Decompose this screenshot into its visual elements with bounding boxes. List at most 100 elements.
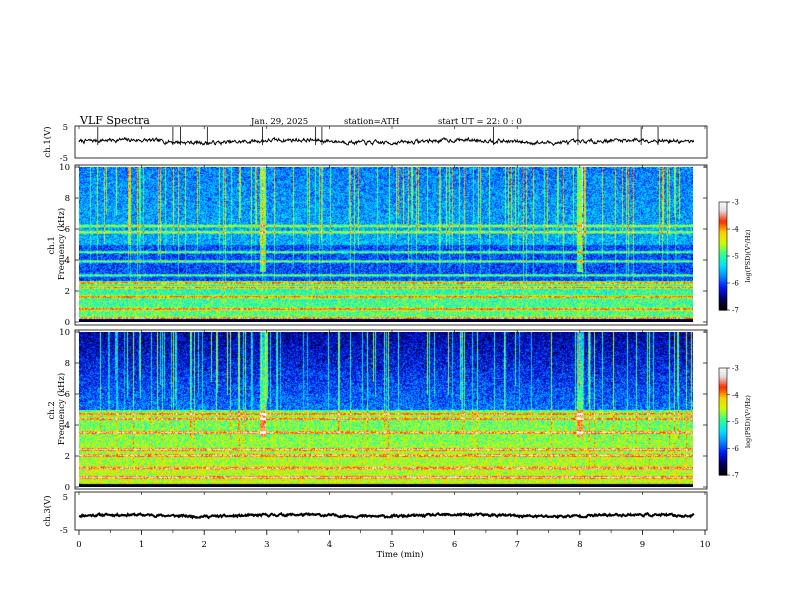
colorbar-segment <box>719 407 727 410</box>
colorbar-segment <box>719 241 727 244</box>
x-tick-label: 5 <box>389 540 394 550</box>
colorbar-tick-label: -7 <box>732 472 739 480</box>
colorbar-segment <box>719 473 727 476</box>
colorbar-segment <box>719 261 727 264</box>
colorbar-segment <box>719 248 727 252</box>
colorbar-segment <box>719 275 727 279</box>
colorbar-segment <box>719 221 727 225</box>
colorbar-segment <box>719 410 727 414</box>
ch1-ylabel-line1: ch.1 <box>47 236 57 254</box>
colorbar-segment <box>719 236 727 239</box>
colorbar-segment <box>719 283 727 286</box>
x-tick-label: 3 <box>264 540 269 550</box>
x-tick-label: 0 <box>76 540 81 550</box>
colorbar-tick-label: -3 <box>732 199 739 207</box>
colorbar-segment <box>719 234 727 237</box>
colorbar-segment <box>719 211 727 214</box>
colorbar-segment <box>719 243 727 246</box>
ch2-colorbar: -3 -4 -5 -6 -7 log(PSD)(V²/Hz) <box>718 365 752 480</box>
colorbar-segment <box>719 400 727 403</box>
ch2-ylabel-line1: ch.2 <box>47 401 57 419</box>
colorbar-segment <box>719 448 727 451</box>
colorbar-segment <box>719 290 727 293</box>
colorbar-segment <box>719 266 727 270</box>
ch1-colorbar: -3 -4 -5 -6 -7 log(PSD)(V²/Hz) <box>718 199 752 315</box>
x-tick-label: 7 <box>514 540 519 550</box>
colorbar-segment <box>719 451 727 455</box>
colorbar-segment <box>719 288 727 291</box>
colorbar-segment <box>719 455 727 458</box>
x-tick-label: 8 <box>577 540 582 550</box>
ch2-ylabel-line2: Frequency (kHz) <box>56 373 67 445</box>
colorbar-tick-label: -7 <box>732 307 739 315</box>
station-label: station=ATH <box>344 117 399 127</box>
freq-tick-label: 8 <box>65 359 70 369</box>
colorbar-segment <box>719 368 727 371</box>
colorbar-segment <box>719 259 727 262</box>
freq-tick-label: 8 <box>65 194 70 204</box>
ch3-ytick-top: 5 <box>63 493 68 503</box>
colorbar-segment <box>719 466 727 469</box>
colorbar-segment <box>719 292 727 295</box>
colorbar-segment <box>719 220 727 223</box>
colorbar-label: log(PSD)(V²/Hz) <box>744 395 752 448</box>
colorbar-segment <box>719 382 727 385</box>
colorbar-segment <box>719 274 727 277</box>
colorbar-segment <box>719 419 727 423</box>
freq-tick-label: 0 <box>65 318 70 328</box>
colorbar-segment <box>719 398 727 401</box>
colorbar-segment <box>719 385 727 389</box>
ch1-spectrogram-frame <box>74 164 708 326</box>
x-tick-label: 9 <box>640 540 645 550</box>
colorbar-segment <box>719 417 727 421</box>
colorbar-segment <box>719 460 727 464</box>
time-axis: 0 1 2 3 4 5 6 7 8 9 10 <box>76 126 710 550</box>
colorbar-segment <box>719 279 727 282</box>
x-axis-label: Time (min) <box>376 549 423 560</box>
colorbar-segment <box>719 423 727 426</box>
ch1-spectrogram-image <box>79 167 693 322</box>
colorbar-segment <box>719 202 727 205</box>
colorbar-tick-label: -3 <box>732 365 739 373</box>
colorbar-segment <box>719 371 727 374</box>
colorbar-segment <box>719 308 727 311</box>
ch1-ytick-top: 5 <box>63 123 68 133</box>
freq-tick-label: 0 <box>65 483 70 493</box>
colorbar-segment <box>719 421 727 424</box>
colorbar-segment <box>719 297 727 300</box>
x-tick-label: 1 <box>139 540 144 550</box>
colorbar-segment <box>719 409 727 412</box>
ch1-ylabel-line2: Frequency (kHz) <box>56 208 67 280</box>
colorbar-tick-label: -5 <box>732 418 739 426</box>
colorbar-segment <box>719 378 727 382</box>
colorbar-segment <box>719 203 727 207</box>
colorbar-segment <box>719 403 727 407</box>
ch3-ylabel: ch.3(V) <box>42 495 53 526</box>
colorbar-segment <box>719 225 727 228</box>
colorbar-segment <box>719 405 727 408</box>
colorbar-segment <box>719 437 727 440</box>
colorbar-segment <box>719 442 727 446</box>
colorbar-segment <box>719 425 727 428</box>
freq-tick-label: 4 <box>65 256 70 266</box>
colorbar-segment <box>719 384 727 387</box>
colorbar-segment <box>719 391 727 394</box>
colorbar-segment <box>719 212 727 216</box>
colorbar-label: log(PSD)(V²/Hz) <box>744 229 752 282</box>
x-tick-label: 10 <box>700 540 711 550</box>
colorbar-segment <box>719 302 727 306</box>
colorbar-segment <box>719 376 727 380</box>
freq-tick-label: 2 <box>65 287 70 297</box>
figure-title: VLF Spectra <box>79 114 150 127</box>
ch1-spike-markers <box>97 127 659 145</box>
ch1-timeseries-trace <box>78 136 695 147</box>
colorbar-segment <box>719 432 727 435</box>
ch1-spectrogram-panel: 0 2 4 6 8 10 ch.1 Frequency (kHz) -3 -4 -5 -6 -7 l… <box>47 163 752 328</box>
colorbar-segment <box>719 394 727 398</box>
colorbar-segment <box>719 469 727 473</box>
colorbar-segment <box>719 263 727 266</box>
colorbar-segment <box>719 412 727 415</box>
colorbar-segment <box>719 252 727 255</box>
colorbar-segment <box>719 245 727 248</box>
